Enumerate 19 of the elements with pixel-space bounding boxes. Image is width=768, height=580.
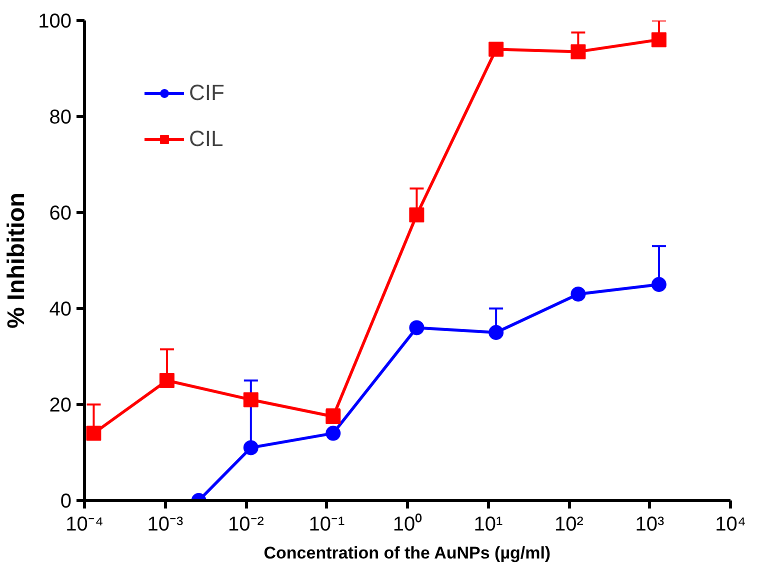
x-tick-label: 10⁻³ — [147, 514, 184, 536]
y-tick-label: 100 — [38, 10, 72, 32]
x-axis-title: Concentration of the AuNPs (µg/ml) — [264, 544, 551, 562]
y-tick-label: 80 — [49, 106, 72, 128]
x-tick-label: 10⁰ — [392, 512, 422, 536]
y-tick-label: 20 — [49, 394, 72, 416]
x-tick-label: 10⁻¹ — [308, 514, 346, 536]
legend-label: CIF — [189, 80, 224, 106]
y-tick-label: 60 — [49, 202, 72, 224]
legend-label: CIL — [189, 126, 224, 152]
y-axis-title: % Inhibition — [3, 192, 30, 328]
x-tick-label: 10⁻⁴ — [66, 514, 104, 536]
x-tick-label: 10² — [554, 514, 584, 536]
x-tick-label: 10⁻² — [228, 514, 264, 536]
x-tick-label: 10³ — [635, 514, 665, 536]
y-tick-label: 0 — [60, 490, 72, 512]
x-tick-label: 10¹ — [474, 514, 504, 536]
x-tick-label: 10⁴ — [715, 514, 746, 536]
y-tick-label: 40 — [49, 298, 72, 320]
